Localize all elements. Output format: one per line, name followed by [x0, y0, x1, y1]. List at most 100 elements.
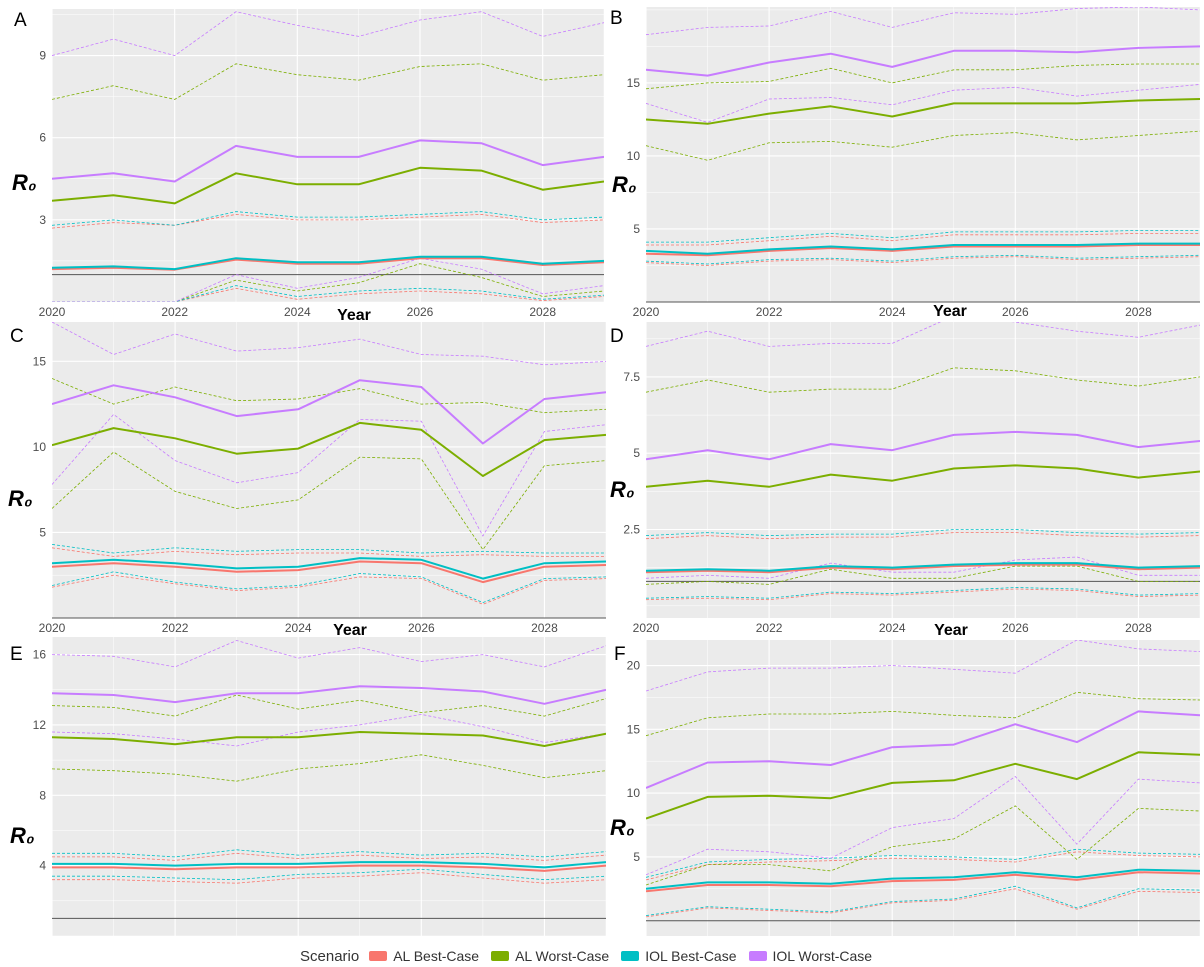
panel-d-iol-best-case-lower-bound	[646, 587, 1200, 599]
panel-c-al-best-case-lower-bound	[52, 574, 606, 605]
panel-c-al-worst-case-lower-bound	[52, 451, 606, 551]
panel-a-ytick-label: 6	[39, 131, 46, 145]
panel-f-al-worst-case-lower-bound	[646, 805, 1200, 886]
panel-f: 5 10 15 20F R₀	[610, 640, 1201, 936]
panel-d-xtick-label: 2024	[879, 621, 906, 635]
panel-b-ylabel: R₀	[612, 172, 637, 197]
panel-b-al-worst-case-upper-bound	[646, 63, 1200, 90]
legend-label-iol-best: IOL Best-Case	[645, 948, 737, 964]
panel-b-xlabel: Year	[933, 303, 967, 320]
panel-d-al-worst-case-lower-bound	[646, 565, 1200, 585]
panel-e-al-worst-case-upper-bound	[52, 694, 606, 717]
panel-d-background	[646, 322, 1200, 618]
panel-f-iol-worst-case-upper-bound	[646, 640, 1200, 692]
panel-e-ytick-label: 12	[33, 718, 47, 732]
panel-d-iol-best-case-line	[646, 562, 1200, 572]
panel-b-xtick-label: 2026	[1002, 305, 1029, 319]
panel-c-ytick-label: 10	[33, 440, 47, 454]
panel-a-al-worst-case-lower-bound	[52, 263, 604, 302]
panel-d: 2.5 5 7.5 2020 2022 2024 2026 2028 D R₀ Year	[610, 322, 1201, 639]
panel-a-iol-worst-case-line	[52, 139, 604, 183]
legend: Scenario AL Best-Case AL Worst-Case IOL …	[300, 945, 884, 967]
panel-a-xtick-label: 2024	[284, 305, 311, 319]
panel-e-iol-worst-case-line	[52, 685, 606, 705]
panel-f-iol-best-case-line	[646, 868, 1200, 890]
panel-a-al-best-case-upper-bound	[52, 213, 604, 229]
panel-c-al-best-case-upper-bound	[52, 547, 606, 557]
panel-d-al-worst-case-upper-bound	[646, 367, 1200, 393]
panel-d-xlabel: Year	[934, 622, 968, 639]
panel-e-iol-worst-case-lower-bound	[52, 713, 606, 747]
panel-c-iol-worst-case-upper-bound	[52, 322, 606, 366]
panel-e-al-best-case-line	[52, 864, 606, 872]
panel-e-al-worst-case-line	[52, 731, 606, 747]
panel-b-ytick-label: 10	[627, 149, 641, 163]
panel-e: 4 8 12 16 E R₀	[10, 637, 607, 937]
panel-a-letter: A	[14, 10, 27, 31]
panel-a-xlabel: Year	[337, 307, 371, 324]
panel-a-xtick-label: 2020	[39, 305, 66, 319]
panel-e-ytick-label: 4	[39, 859, 46, 873]
panel-d-al-best-case-line	[646, 563, 1200, 574]
panel-b-iol-worst-case-line	[646, 45, 1200, 77]
legend-item-al-best: AL Best-Case	[369, 948, 479, 964]
panel-c-xtick-label: 2026	[408, 621, 435, 635]
panel-e-iol-best-case-lower-bound	[52, 868, 606, 881]
legend-item-iol-worst: IOL Worst-Case	[748, 948, 873, 964]
panel-c-xtick-label: 2028	[531, 621, 558, 635]
panel-c-series	[52, 322, 606, 605]
panel-a-iol-best-case-upper-bound	[52, 211, 604, 226]
panel-f-ytick-label: 20	[627, 659, 641, 673]
panel-b-iol-best-case-upper-bound	[646, 229, 1200, 243]
legend-key-al-best	[369, 951, 388, 961]
panel-f-letter: F	[614, 644, 626, 665]
panel-d-ytick-label: 2.5	[623, 523, 640, 537]
panel-c-iol-worst-case-lower-bound	[52, 413, 606, 537]
panel-b-al-best-case-line	[646, 244, 1200, 257]
panel-a-ytick-label: 3	[39, 213, 46, 227]
panel-f-ytick-label: 5	[633, 850, 640, 864]
panel-b-xtick-label: 2020	[633, 305, 660, 319]
legend-item-iol-best: IOL Best-Case	[621, 948, 737, 964]
panel-a: 3 6 9 2020 2022 2024 2026 2028 A R₀ Year	[12, 9, 605, 324]
panel-e-background	[52, 637, 606, 936]
panel-d-ylabel: R₀	[610, 477, 635, 502]
panel-d-xtick-label: 2020	[633, 621, 660, 635]
panel-e-letter: E	[10, 644, 23, 665]
panel-c: 5 10 15 2020 2022 2024 2026 2028 C R₀ Year	[8, 322, 607, 639]
panel-b-ytick-label: 5	[633, 222, 640, 236]
panel-c-xtick-label: 2022	[162, 621, 189, 635]
panel-a-background	[52, 9, 604, 302]
panel-d-ytick-label: 7.5	[623, 370, 640, 384]
panel-d-series	[646, 322, 1200, 601]
panel-b-iol-worst-case-lower-bound	[646, 84, 1200, 123]
panel-d-iol-best-case-upper-bound	[646, 529, 1200, 537]
panel-e-al-best-case-upper-bound	[52, 852, 606, 861]
panel-a-ylabel: R₀	[12, 170, 37, 195]
panel-a-iol-best-case-line	[52, 255, 604, 271]
panel-d-xtick-label: 2022	[756, 621, 783, 635]
panel-c-iol-best-case-lower-bound	[52, 571, 606, 604]
panel-e-iol-worst-case-upper-bound	[52, 640, 606, 668]
panel-b-al-best-case-upper-bound	[646, 232, 1200, 246]
panel-d-al-best-case-upper-bound	[646, 532, 1200, 540]
legend-label-al-worst: AL Worst-Case	[515, 948, 610, 964]
panel-f-ylabel: R₀	[610, 815, 635, 840]
panel-f-al-best-case-line	[646, 871, 1200, 893]
legend-label-iol-worst: IOL Worst-Case	[772, 948, 873, 964]
panel-a-xtick-label: 2028	[529, 305, 556, 319]
legend-key-al-worst	[491, 951, 510, 961]
panel-b-iol-worst-case-upper-bound	[646, 7, 1200, 36]
panel-a-al-worst-case-line	[52, 166, 604, 205]
panel-c-iol-best-case-upper-bound	[52, 544, 606, 554]
panel-a-series	[52, 11, 604, 302]
panel-e-iol-best-case-upper-bound	[52, 849, 606, 858]
panel-e-al-best-case-lower-bound	[52, 872, 606, 884]
panel-c-iol-worst-case-line	[52, 379, 606, 445]
panel-f-background	[646, 640, 1200, 936]
panel-c-background	[52, 322, 606, 618]
panel-a-al-worst-case-upper-bound	[52, 63, 604, 100]
panel-c-xtick-label: 2024	[285, 621, 312, 635]
panel-b-iol-best-case-lower-bound	[646, 254, 1200, 265]
